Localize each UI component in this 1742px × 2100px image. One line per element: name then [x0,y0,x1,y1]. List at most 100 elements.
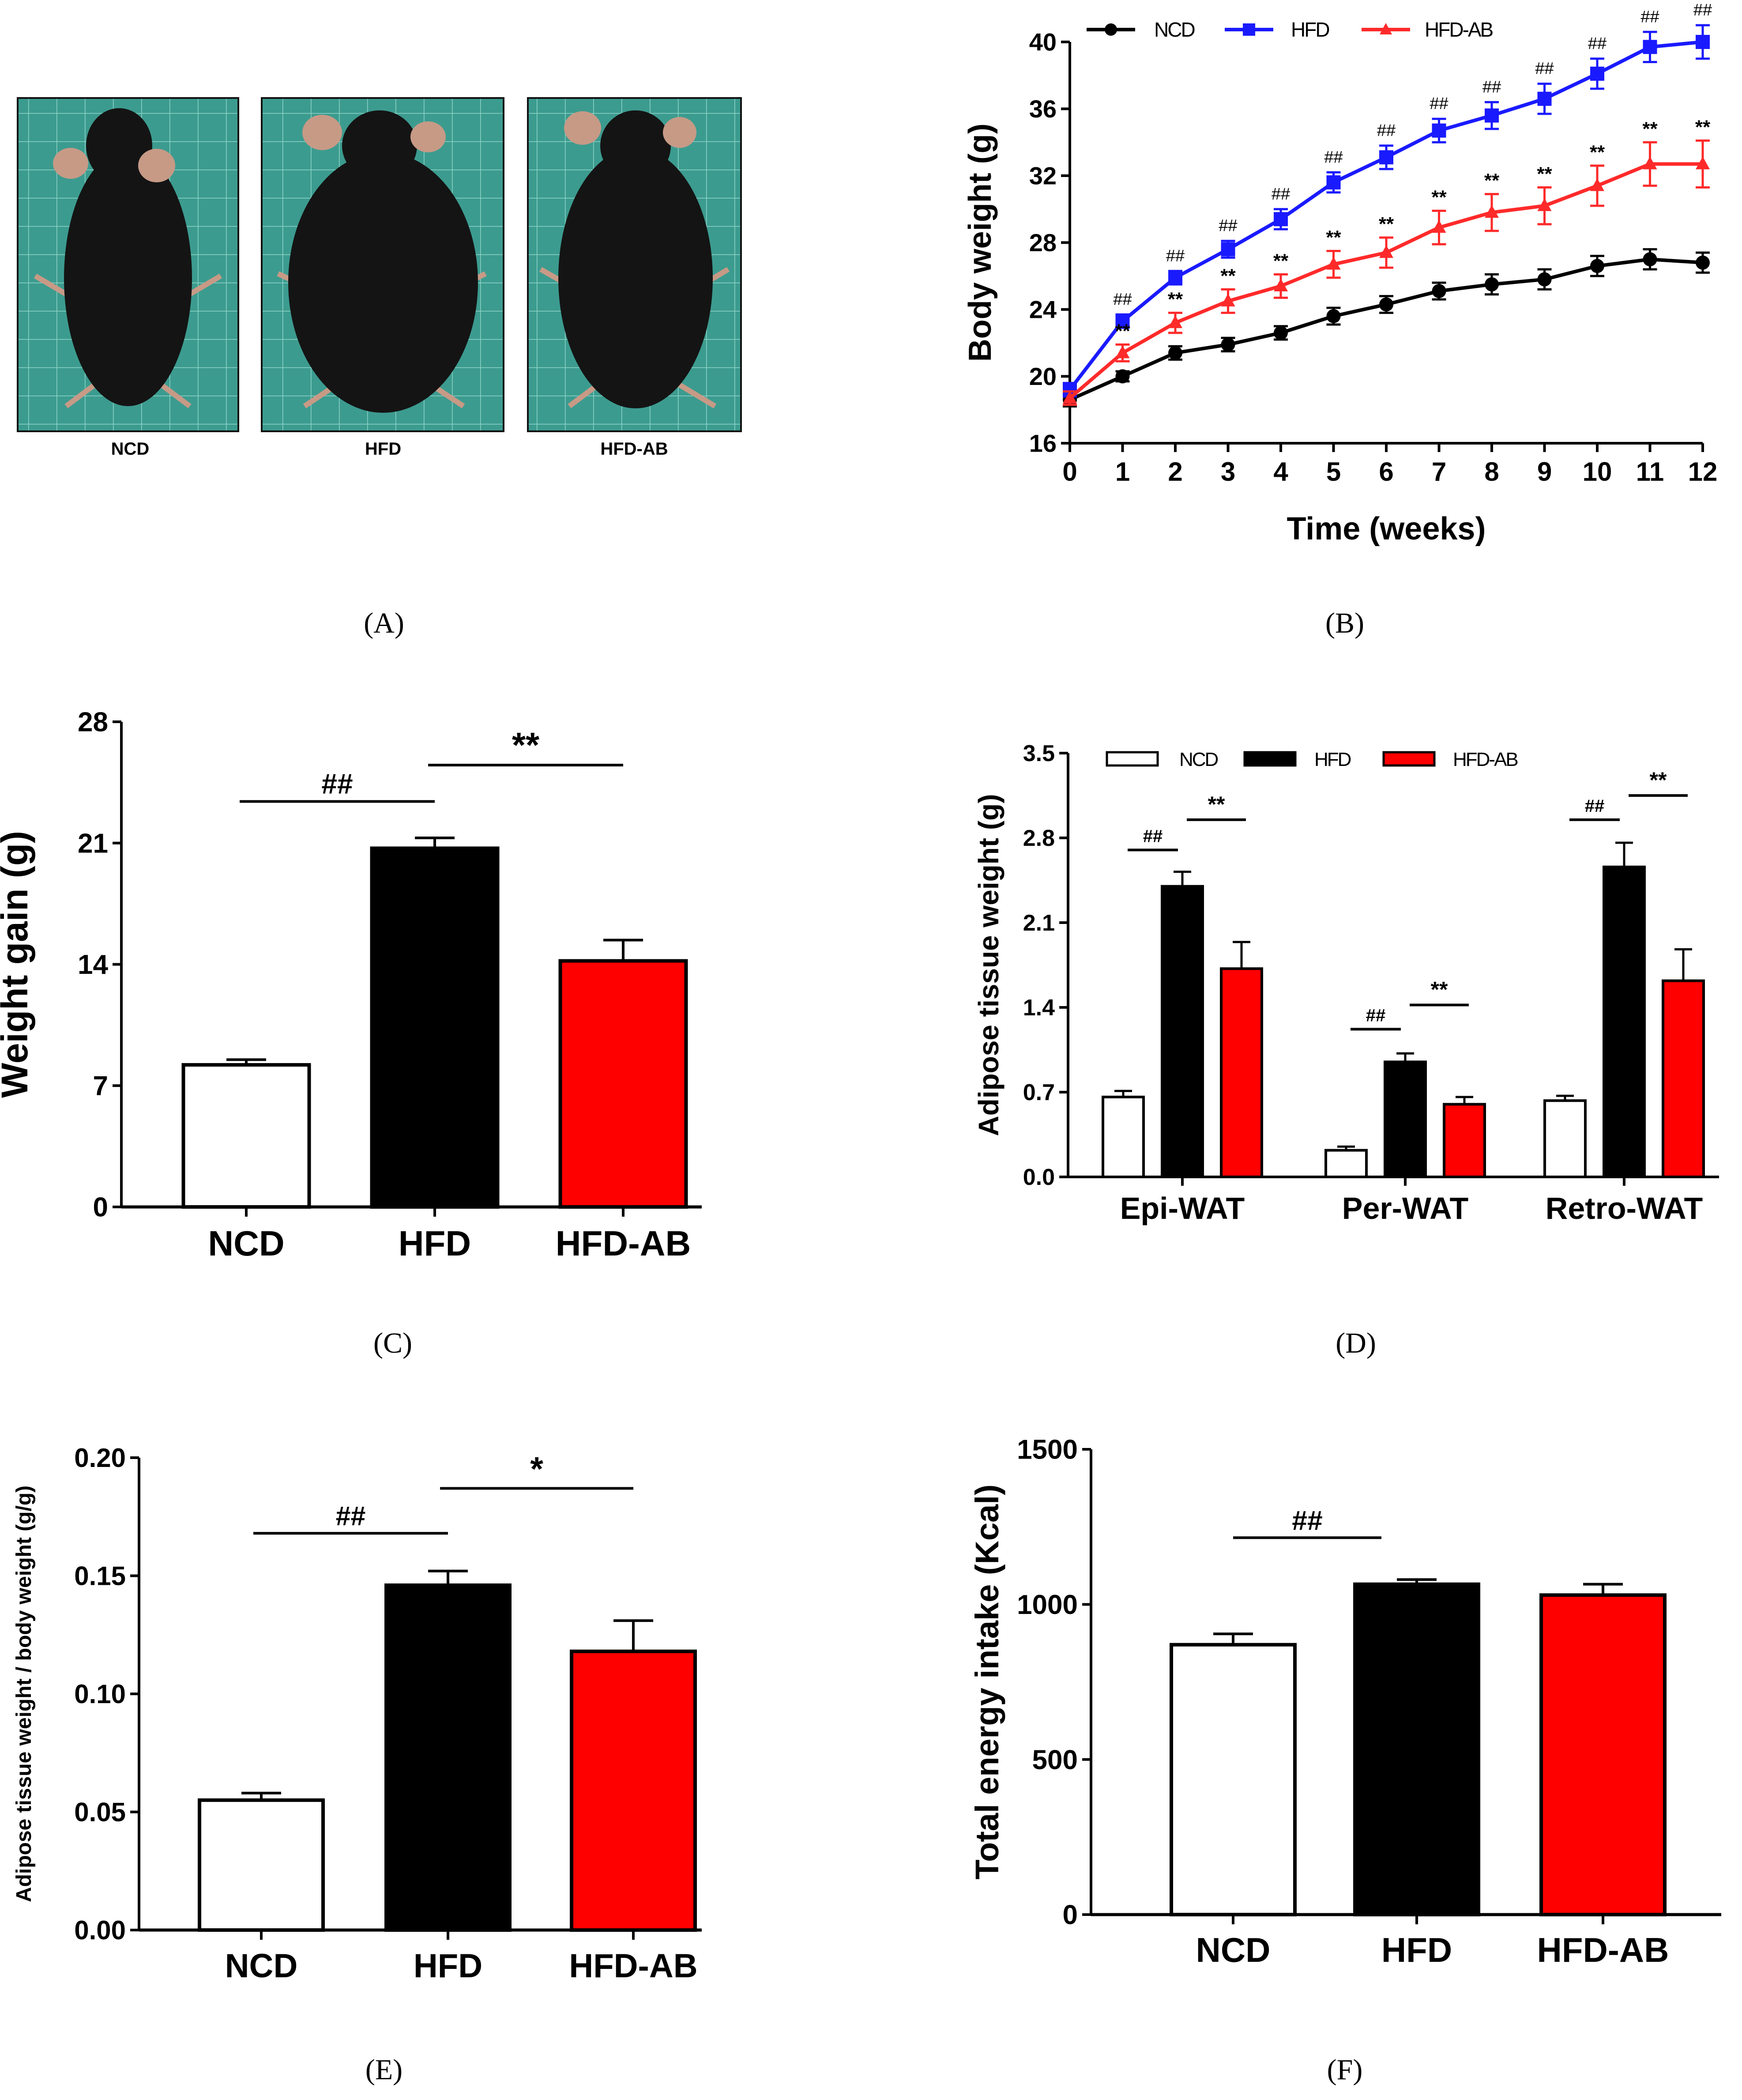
annotation-hfd-ab: ** [1484,170,1500,192]
data-point-hfd [1485,108,1499,123]
annotation-hfd-ab: ** [1115,320,1130,342]
significance-5-label: ** [1650,768,1667,792]
y-tick-label: 1.4 [1023,995,1055,1021]
panel-label-e: (E) [365,2054,403,2086]
data-point-hfd-ab [1221,294,1235,307]
significance-0-label: ## [1292,1505,1322,1536]
annotation-hfd: ## [1377,121,1396,140]
annotation-hfd-ab: ** [1590,141,1605,163]
x-tick-label: 6 [1379,457,1393,486]
y-axis-title: Total energy intake (Kcal) [969,1484,1005,1879]
x-tick-label: 5 [1326,457,1341,486]
panel-label-d: (D) [1336,1327,1376,1359]
data-point-hfd [1537,91,1552,106]
bar-hfd-ab [558,959,688,1209]
y-tick-label: 28 [1029,229,1057,256]
legend-label: HFD-AB [1453,749,1518,770]
y-tick-label: 0 [1063,1900,1078,1930]
annotation-hfd: ## [1272,185,1290,204]
y-tick-label: 16 [1029,430,1057,457]
y-tick-label: 24 [1029,296,1057,324]
data-point-hfd-ab [1115,345,1130,358]
bar-hfd-ab-epi-wat [1220,967,1263,1178]
bar-hfd [370,846,500,1209]
bar-ncd-retro-wat [1543,1099,1587,1178]
annotation-hfd: ## [1640,8,1659,26]
annotation-hfd-ab: ** [1642,118,1658,139]
x-tick-label: 0 [1062,457,1077,486]
significance-1-label: ** [512,725,540,765]
y-tick-label: 0.20 [74,1443,126,1473]
y-tick-label: 0 [93,1192,108,1223]
bar-hfd [1353,1582,1480,1916]
data-point-ncd [1696,255,1710,270]
y-tick-label: 7 [93,1071,108,1101]
x-category-label: NCD [1196,1930,1271,1969]
annotation-hfd: ## [1588,34,1607,53]
annotation-hfd: ## [1113,290,1132,309]
significance-0-label: ## [336,1501,366,1531]
data-point-ncd [1274,326,1288,340]
data-point-ncd [1485,277,1499,292]
annotation-hfd: ## [1693,1,1712,19]
y-tick-label: 32 [1029,162,1057,190]
legend-swatch [1243,751,1297,767]
y-tick-label: 2.8 [1023,826,1055,851]
x-category-label: Per-WAT [1342,1191,1469,1225]
x-axis-title: Time (weeks) [1287,511,1486,547]
data-point-hfd [1168,271,1182,285]
data-point-hfd [1432,123,1446,138]
data-point-hfd-ab [1643,156,1657,170]
x-category-label: Epi-WAT [1120,1191,1245,1225]
bar-hfd-per-wat [1384,1060,1427,1178]
y-axis-title: Weight gain (g) [0,831,35,1098]
data-point-hfd-ab [1063,390,1077,403]
y-tick-label: 0.05 [74,1798,126,1827]
annotation-hfd: ## [1324,148,1343,166]
photo-label-ncd: NCD [111,439,150,459]
y-tick-label: 0.15 [74,1561,126,1591]
panel-label-c: (C) [373,1327,412,1359]
x-category-label: HFD [1381,1930,1452,1969]
series-line-hfd-ab [1069,162,1703,400]
y-tick-label: 3.5 [1023,741,1055,766]
x-tick-label: 7 [1432,457,1446,486]
significance-1-label: ** [1208,792,1225,817]
y-tick-label: 1500 [1017,1435,1078,1465]
bar-hfd-ab [1539,1593,1667,1917]
panel-c-weight-gain-chart: 0 7 14 21 28 Weight gain (g) NCD HFD HFD-AB ## ** [0,707,702,1263]
x-category-label: HFD [414,1947,482,1985]
legend-marker [1380,23,1392,34]
y-tick-label: 40 [1029,28,1057,56]
photo-hfd-ab [527,97,742,432]
bar-hfd-retro-wat [1603,865,1646,1179]
legend-label: HFD-AB [1425,18,1493,41]
x-category-label: HFD-AB [1537,1930,1669,1969]
significance-4-label: ## [1585,796,1605,816]
data-point-ncd [1537,272,1552,287]
annotation-hfd-ab: ** [1379,213,1394,235]
data-point-ncd [1221,337,1235,352]
significance-0-label: ## [1143,826,1163,846]
legend-label: HFD [1314,749,1351,770]
x-category-label: HFD [399,1224,471,1263]
bar-ncd-epi-wat [1102,1095,1145,1178]
y-axis-title: Body weight (g) [963,124,998,362]
data-point-ncd [1326,309,1341,324]
annotation-hfd: ## [1219,217,1237,235]
data-point-hfd-ab [1485,205,1499,218]
panel-f-energy-intake-chart: 0 500 1000 1500 Total energy intake (Kcal) NC… [969,1435,1721,1969]
data-point-ncd [1643,252,1657,267]
x-tick-label: 4 [1273,457,1288,486]
annotation-hfd: ## [1166,247,1185,265]
y-tick-label: 500 [1032,1745,1078,1775]
data-point-hfd [1115,314,1130,328]
data-point-hfd [1326,175,1341,190]
bar-ncd [181,1063,311,1209]
x-tick-label: 1 [1115,457,1130,486]
y-tick-label: 21 [78,828,108,859]
bar-hfd-ab-retro-wat [1662,979,1705,1179]
data-point-hfd [1221,242,1235,256]
legend-swatch [1382,751,1436,767]
data-point-hfd [1590,66,1604,81]
